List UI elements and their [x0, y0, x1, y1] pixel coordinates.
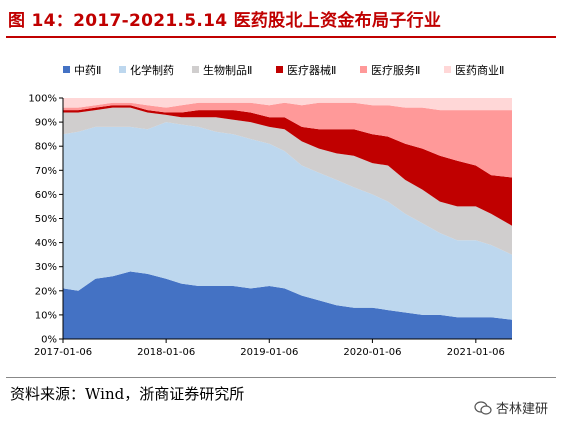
area-series-4 — [63, 102, 512, 178]
legend-label: 中药Ⅱ — [74, 64, 101, 77]
legend-swatch — [119, 66, 126, 73]
y-tick-label: 0% — [41, 335, 57, 346]
legend-label: 医药商业Ⅱ — [455, 63, 504, 77]
legend-swatch — [192, 66, 199, 73]
legend: 中药Ⅱ 化学制药 生物制品Ⅱ 医疗器械Ⅱ 医疗服务Ⅱ 医药商业Ⅱ — [63, 63, 504, 77]
legend-label: 生物制品Ⅱ — [203, 63, 252, 77]
legend-label: 医疗服务Ⅱ — [371, 63, 420, 77]
area-series-3 — [63, 105, 512, 226]
x-tick-label: 2020-01-06 — [343, 347, 401, 358]
y-tick-label: 60% — [35, 190, 57, 201]
title-underline — [6, 36, 556, 38]
x-tick-label: 2018-01-06 — [137, 347, 195, 358]
source-note: 资料来源：Wind，浙商证券研究所 — [10, 385, 245, 403]
legend-swatch — [276, 66, 283, 73]
x-tick-label: 2017-01-06 — [34, 347, 92, 358]
chart-title: 图 14：2017-2021.5.14 医药股北上资金布局子行业 — [8, 11, 442, 31]
x-tick-label: 2021-01-06 — [447, 347, 505, 358]
legend-label: 医疗器械Ⅱ — [287, 63, 336, 77]
watermark-text: 杏林建研 — [495, 402, 548, 417]
legend-label: 化学制药 — [130, 63, 174, 77]
area-series-2 — [63, 107, 512, 255]
stacked-area-chart: 中药Ⅱ 化学制药 生物制品Ⅱ 医疗器械Ⅱ 医疗服务Ⅱ 医药商业Ⅱ 0% 10% 20% 30% 4… — [28, 63, 512, 358]
plot-area — [63, 98, 512, 339]
y-tick-label: 80% — [35, 142, 57, 153]
source-divider — [6, 377, 556, 378]
area-series-1 — [63, 122, 512, 320]
legend-swatch — [63, 66, 70, 73]
y-tick-label: 90% — [35, 118, 57, 129]
y-tick-label: 50% — [35, 214, 57, 225]
legend-swatch — [360, 66, 367, 73]
y-tick-label: 70% — [35, 166, 57, 177]
x-tick-label: 2019-01-06 — [240, 347, 298, 358]
area-series-0 — [63, 271, 512, 339]
legend-swatch — [444, 66, 451, 73]
axes: 0% 10% 20% 30% 40% 50% 60% 70% 80% 90% 100% 2017-01… — [28, 94, 512, 358]
y-tick-label: 40% — [35, 238, 57, 249]
y-tick-label: 20% — [35, 286, 57, 297]
watermark: 杏林建研 — [474, 398, 548, 417]
area-series-5 — [63, 98, 512, 111]
y-tick-label: 10% — [35, 310, 57, 321]
wechat-icon — [474, 400, 492, 415]
y-tick-label: 30% — [35, 262, 57, 273]
y-tick-label: 100% — [28, 94, 57, 105]
